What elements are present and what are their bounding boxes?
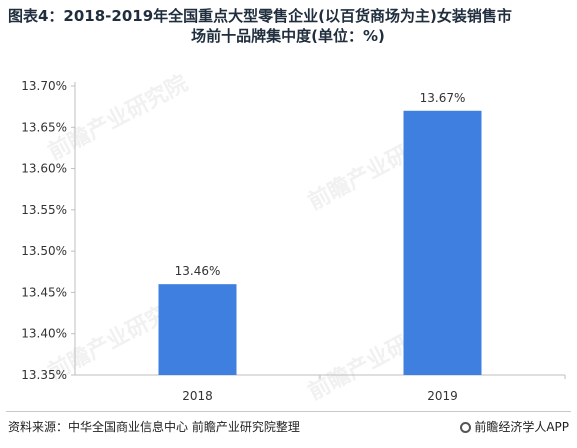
y-tick-label: 13.45% bbox=[21, 285, 67, 299]
footer-divider bbox=[6, 411, 571, 412]
brand-logo-icon bbox=[460, 422, 472, 433]
bar bbox=[403, 110, 482, 376]
source-note: 资料来源：中华全国商业信息中心 前瞻产业研究院整理 bbox=[8, 420, 300, 434]
bar-chart: 13.70% 13.65% 13.60% 13.55% 13.50% 13.45% 13.4… bbox=[21, 79, 566, 403]
y-tick-label: 13.40% bbox=[21, 327, 67, 341]
chart-title-line2: 场前十品牌集中度(单位：%) bbox=[191, 27, 385, 45]
y-tick-label: 13.55% bbox=[21, 203, 67, 217]
y-tick-label: 13.60% bbox=[21, 162, 67, 176]
data-label: 13.67% bbox=[420, 91, 466, 105]
brand-text: 前瞻经济学人APP bbox=[474, 420, 569, 434]
x-tick-label: 2018 bbox=[182, 389, 213, 403]
brand-label: 前瞻经济学人APP bbox=[460, 418, 569, 435]
y-tick-label: 13.50% bbox=[21, 244, 67, 258]
y-tick-label: 13.35% bbox=[21, 368, 67, 382]
data-label: 13.46% bbox=[175, 264, 221, 278]
y-tick-label: 13.65% bbox=[21, 120, 67, 134]
x-tick-label: 2019 bbox=[427, 389, 458, 403]
chart-title: 图表4：2018-2019年全国重点大型零售企业(以百货商场为主)女装销售市 场… bbox=[8, 6, 568, 46]
y-tick-label: 13.70% bbox=[21, 79, 67, 93]
chart-title-line1: 图表4：2018-2019年全国重点大型零售企业(以百货商场为主)女装销售市 bbox=[8, 7, 512, 25]
bar bbox=[158, 284, 237, 375]
